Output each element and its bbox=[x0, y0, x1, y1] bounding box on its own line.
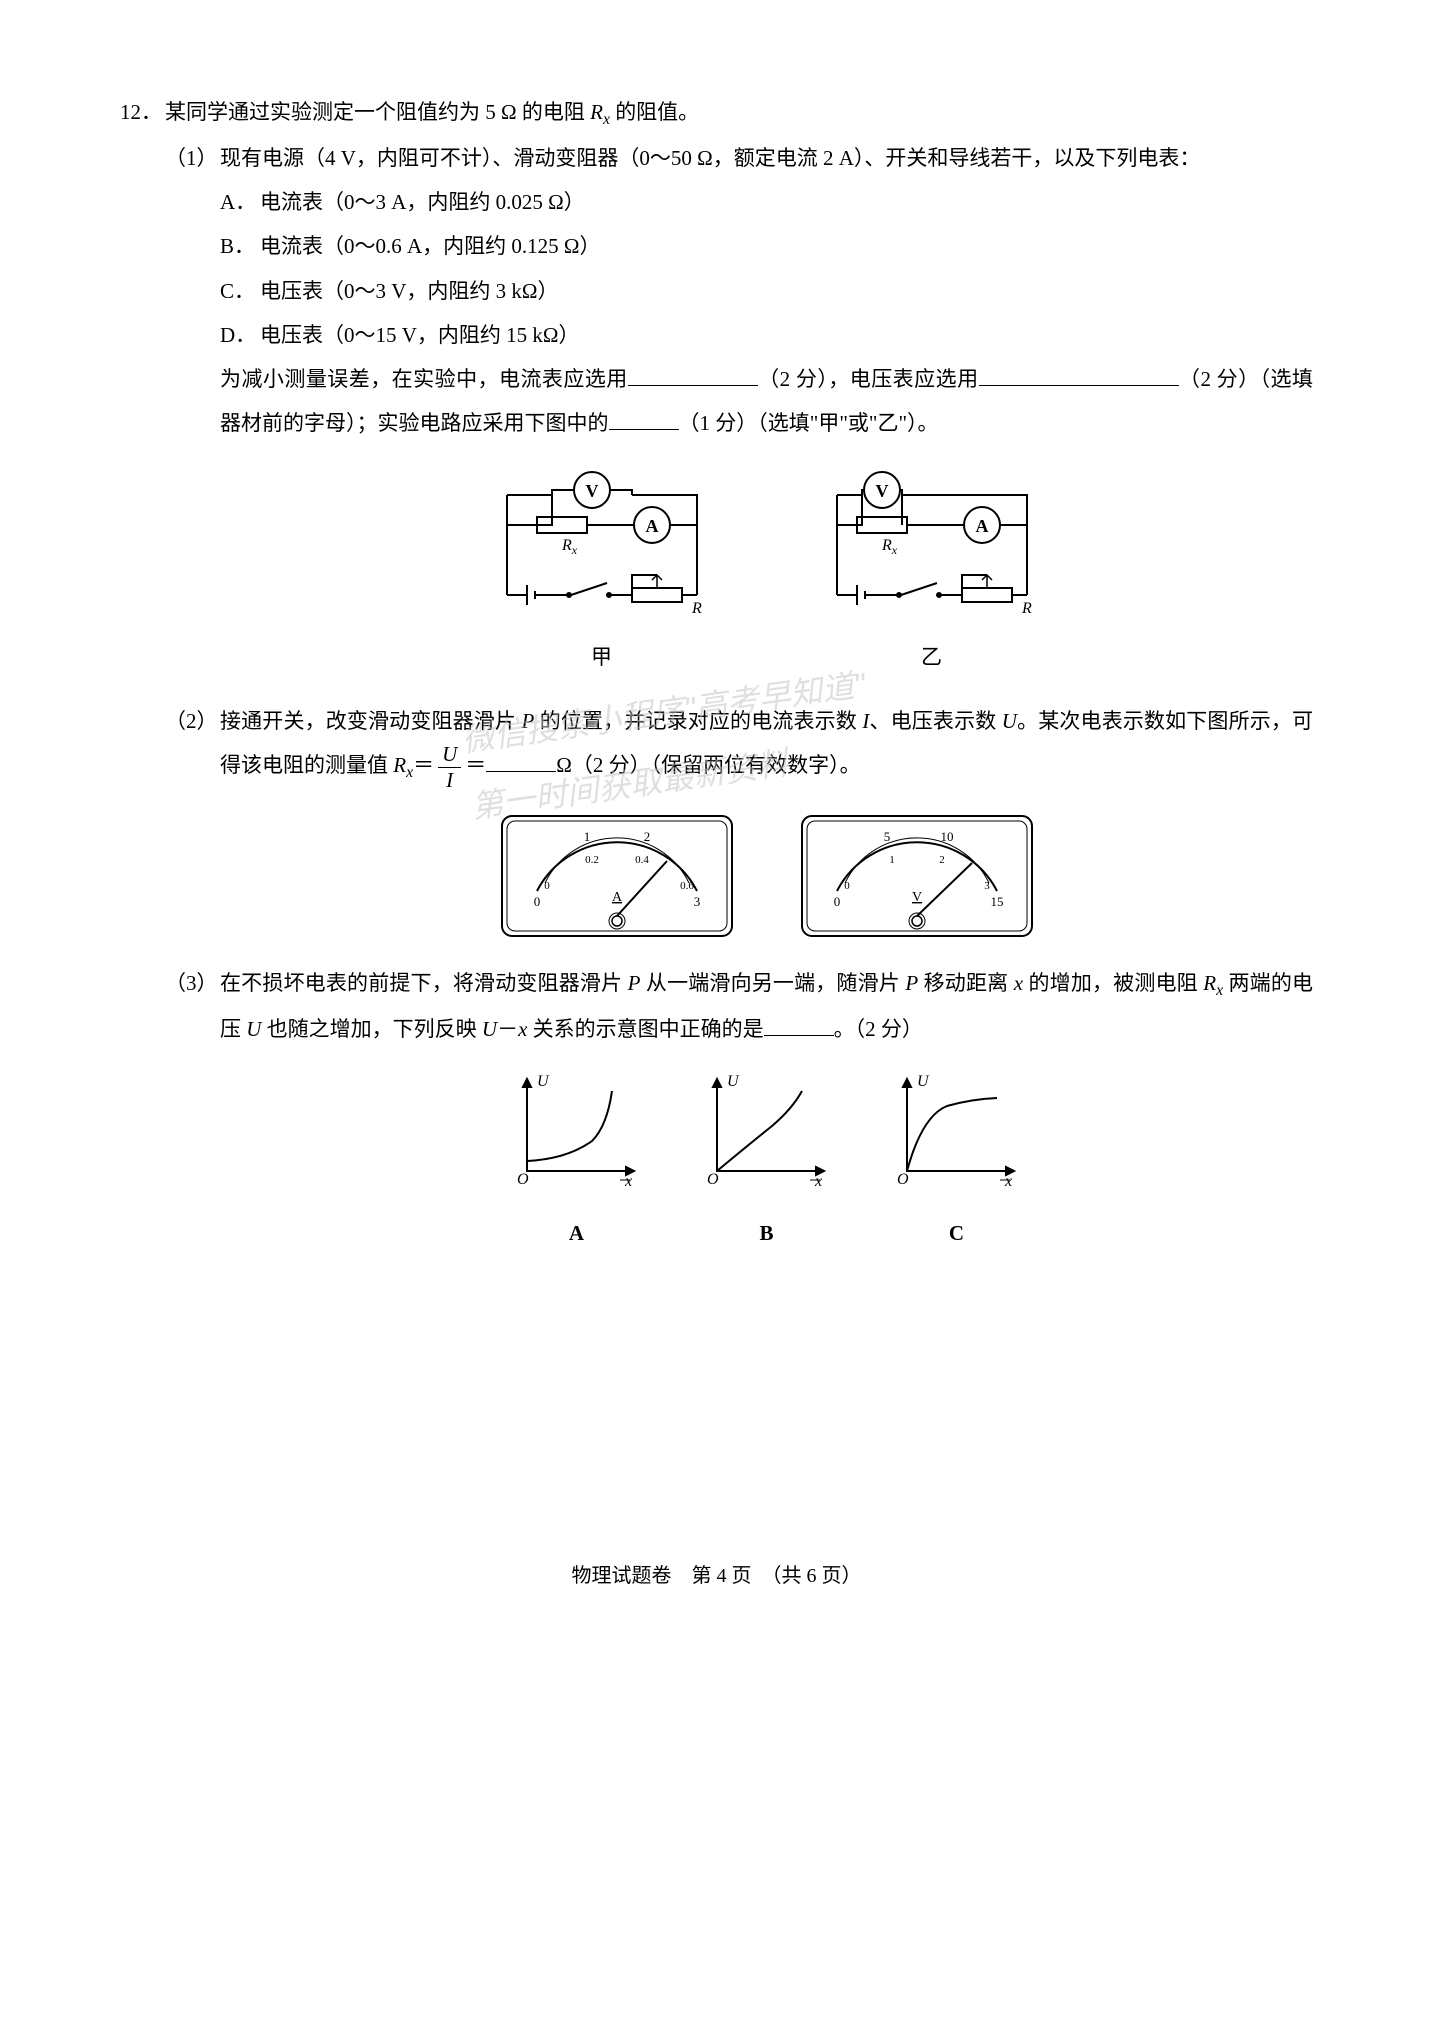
svg-text:1: 1 bbox=[583, 829, 590, 844]
svg-text:V: V bbox=[911, 890, 921, 905]
part2-num: （2） bbox=[165, 699, 220, 961]
part1-fill: 为减小测量误差，在实验中，电流表应选用（2 分），电压表应选用（2 分）（选填器… bbox=[220, 357, 1313, 445]
option-c: C．电压表（0～3 V，内阻约 3 kΩ） bbox=[220, 269, 1313, 313]
circuit-yi-svg: V Rx A bbox=[807, 465, 1057, 615]
part3-content: 在不损坏电表的前提下，将滑动变阻器滑片 P 从一端滑向另一端，随滑片 P 移动距… bbox=[220, 961, 1313, 1276]
circuit-yi: V Rx A bbox=[807, 465, 1057, 679]
svg-text:0.6: 0.6 bbox=[680, 880, 694, 892]
svg-text:Rx: Rx bbox=[561, 537, 578, 557]
circuit-jia-label: 甲 bbox=[477, 635, 727, 679]
fraction: UI bbox=[438, 744, 461, 791]
circuit-jia-svg: V Rx A bbox=[477, 465, 727, 615]
svg-text:15: 15 bbox=[990, 894, 1003, 909]
svg-text:10: 10 bbox=[940, 829, 953, 844]
page-footer: 物理试题卷 第 4 页 （共 6 页） bbox=[120, 1555, 1313, 1597]
svg-text:U: U bbox=[727, 1073, 740, 1090]
svg-text:2: 2 bbox=[643, 829, 650, 844]
svg-text:O: O bbox=[707, 1171, 719, 1188]
circuit-diagrams: V Rx A bbox=[220, 465, 1313, 679]
ammeter-svg: 0 1 2 3 0 0.2 0.4 0.6 A bbox=[497, 811, 737, 941]
blank-graph bbox=[764, 1015, 834, 1036]
svg-text:0.4: 0.4 bbox=[635, 854, 649, 866]
part-1: （1） 现有电源（4 V，内阻可不计）、滑动变阻器（0～50 Ω，额定电流 2 … bbox=[165, 136, 1313, 699]
circuit-jia: V Rx A bbox=[477, 465, 727, 679]
option-a: A．电流表（0～3 A，内阻约 0.025 Ω） bbox=[220, 180, 1313, 224]
svg-text:R: R bbox=[691, 600, 702, 615]
svg-text:O: O bbox=[517, 1171, 529, 1188]
meter-diagrams: 0 1 2 3 0 0.2 0.4 0.6 A bbox=[220, 811, 1313, 941]
graph-a: U x O A bbox=[507, 1071, 647, 1255]
svg-text:0.2: 0.2 bbox=[585, 854, 599, 866]
svg-text:1: 1 bbox=[889, 854, 895, 866]
voltmeter-svg: 0 5 10 15 0 1 2 3 V bbox=[797, 811, 1037, 941]
part-3: （3） 在不损坏电表的前提下，将滑动变阻器滑片 P 从一端滑向另一端，随滑片 P… bbox=[165, 961, 1313, 1276]
option-b: B．电流表（0～0.6 A，内阻约 0.125 Ω） bbox=[220, 224, 1313, 268]
part2-content: 接通开关，改变滑动变阻器滑片 P 的位置，并记录对应的电流表示数 I、电压表示数… bbox=[220, 699, 1313, 961]
svg-text:5: 5 bbox=[883, 829, 890, 844]
svg-text:R: R bbox=[1021, 600, 1032, 615]
part1-content: 现有电源（4 V，内阻可不计）、滑动变阻器（0～50 Ω，额定电流 2 A）、开… bbox=[220, 136, 1313, 699]
graph-c: U x O C bbox=[887, 1071, 1027, 1255]
question-header: 12． 某同学通过实验测定一个阻值约为 5 Ω 的电阻 Rx 的阻值。 bbox=[120, 90, 1313, 136]
blank-rx-value bbox=[486, 751, 556, 772]
graph-options: U x O A U bbox=[220, 1071, 1313, 1255]
svg-text:2: 2 bbox=[939, 854, 945, 866]
option-d: D．电压表（0～15 V，内阻约 15 kΩ） bbox=[220, 313, 1313, 357]
svg-text:x: x bbox=[1004, 1173, 1012, 1190]
svg-text:0: 0 bbox=[833, 894, 840, 909]
circuit-yi-label: 乙 bbox=[807, 635, 1057, 679]
blank-ammeter bbox=[628, 365, 758, 386]
svg-text:0: 0 bbox=[533, 894, 540, 909]
svg-text:x: x bbox=[624, 1173, 632, 1190]
question-stem: 某同学通过实验测定一个阻值约为 5 Ω 的电阻 Rx 的阻值。 bbox=[165, 90, 699, 136]
part1-num: （1） bbox=[165, 136, 220, 699]
svg-text:V: V bbox=[585, 481, 598, 501]
svg-text:A: A bbox=[975, 516, 988, 536]
svg-text:Rx: Rx bbox=[881, 537, 898, 557]
svg-text:O: O bbox=[897, 1171, 909, 1188]
svg-text:A: A bbox=[645, 516, 658, 536]
svg-text:0: 0 bbox=[544, 880, 550, 892]
svg-text:3: 3 bbox=[693, 894, 700, 909]
svg-text:U: U bbox=[537, 1073, 550, 1090]
svg-text:A: A bbox=[611, 890, 622, 905]
svg-text:U: U bbox=[917, 1073, 930, 1090]
svg-text:x: x bbox=[814, 1173, 822, 1190]
part1-intro: 现有电源（4 V，内阻可不计）、滑动变阻器（0～50 Ω，额定电流 2 A）、开… bbox=[220, 136, 1313, 180]
svg-text:0: 0 bbox=[844, 880, 850, 892]
part-2: 微信搜索小程序"高考早知道"第一时间获取最新资料 （2） 接通开关，改变滑动变阻… bbox=[165, 699, 1313, 961]
blank-circuit bbox=[609, 409, 679, 430]
svg-text:3: 3 bbox=[984, 880, 990, 892]
question-body: （1） 现有电源（4 V，内阻可不计）、滑动变阻器（0～50 Ω，额定电流 2 … bbox=[165, 136, 1313, 1275]
part3-num: （3） bbox=[165, 961, 220, 1276]
svg-text:V: V bbox=[875, 481, 888, 501]
blank-voltmeter bbox=[979, 365, 1179, 386]
question-number: 12． bbox=[120, 90, 165, 136]
graph-b: U x O B bbox=[697, 1071, 837, 1255]
